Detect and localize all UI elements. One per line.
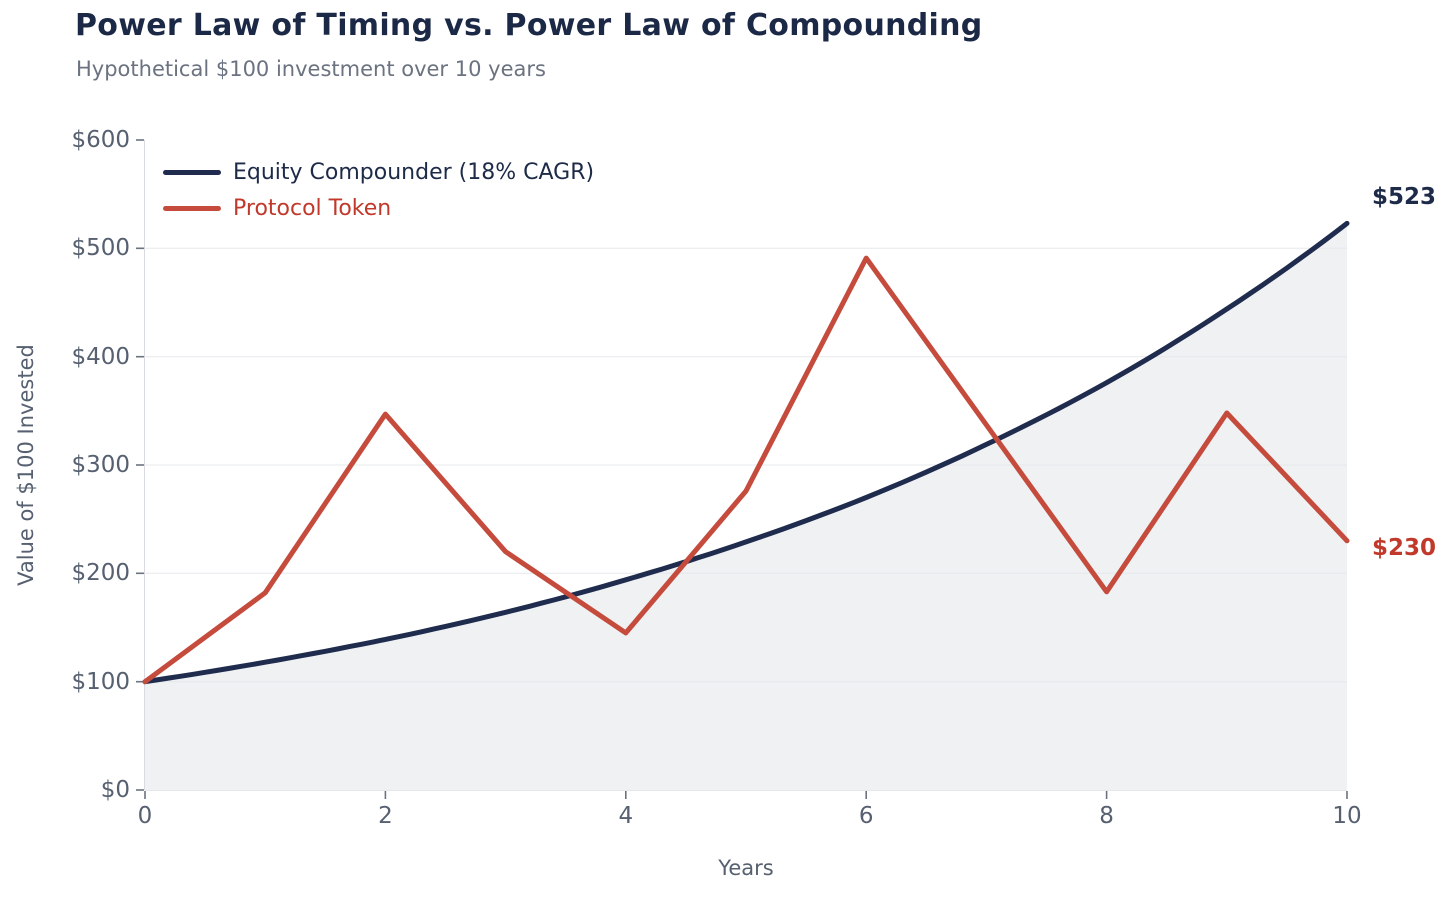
token-end-value: $230 [1372,535,1437,561]
x-tick-label: 2 [378,803,393,829]
x-tick-label: 8 [1099,803,1114,829]
legend-item-equity: Equity Compounder (18% CAGR) [163,154,594,190]
token-line-swatch [163,205,221,211]
token-line [142,255,1350,685]
legend-label-equity: Equity Compounder (18% CAGR) [233,159,595,185]
y-tick-label: $200 [71,560,130,587]
equity-end-value: $523 [1372,184,1437,210]
x-tick-label: 4 [618,803,634,829]
y-tick-label: $500 [71,235,130,262]
equity-line [142,220,1350,685]
y-tick-label: $400 [71,343,130,370]
y-tick-label: $100 [71,668,130,695]
equity-area-fill [145,223,1347,790]
legend-label-token: Protocol Token [233,195,392,221]
equity-line-swatch [163,169,221,175]
x-tick-label: 0 [137,803,153,829]
x-tick-label: 6 [858,803,874,829]
chart-title: Power Law of Timing vs. Power Law of Com… [75,8,983,43]
y-tick-label: $300 [71,452,130,478]
y-tick-label: $0 [100,777,130,803]
x-tick-label: 10 [1332,803,1362,829]
legend: Equity Compounder (18% CAGR) Protocol To… [163,154,594,226]
chart-subtitle: Hypothetical $100 investment over 10 yea… [76,57,546,81]
y-tick-label: $600 [71,127,130,153]
x-axis-title: Years [718,856,774,880]
legend-item-token: Protocol Token [163,190,594,226]
